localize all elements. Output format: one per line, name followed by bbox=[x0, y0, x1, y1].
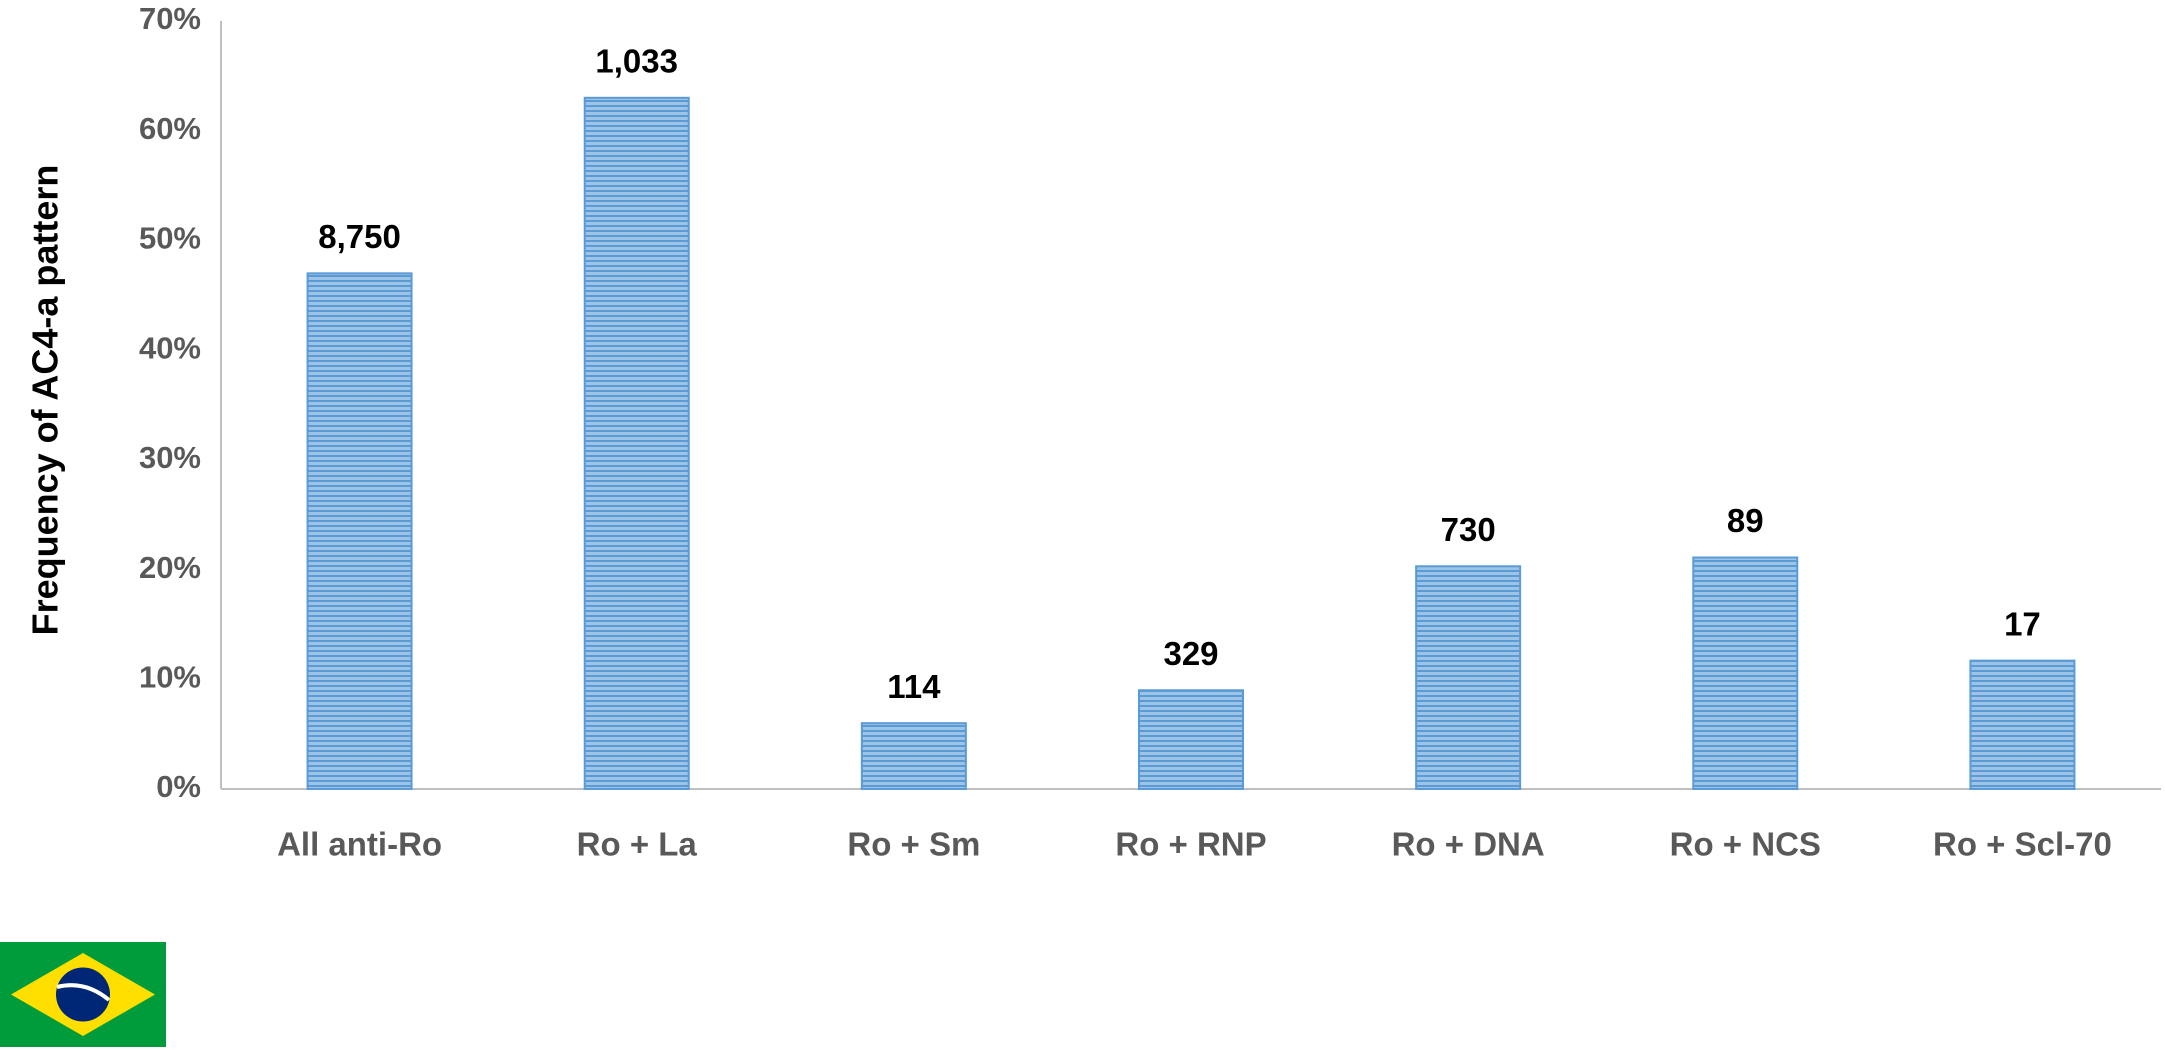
y-tick-label: 70% bbox=[139, 1, 201, 36]
y-tick-label: 40% bbox=[139, 330, 201, 365]
bar-label: 89 bbox=[1727, 502, 1764, 539]
bar bbox=[1969, 659, 2076, 790]
bar bbox=[860, 722, 967, 791]
flag bbox=[0, 942, 166, 1047]
x-tick-label: Ro + Sm bbox=[847, 826, 980, 863]
bar bbox=[1415, 565, 1522, 791]
y-tick-label: 50% bbox=[139, 221, 201, 256]
bar-label: 730 bbox=[1441, 511, 1496, 548]
x-tick-label: Ro + Scl-70 bbox=[1933, 826, 2112, 863]
y-tick-label: 60% bbox=[139, 111, 201, 146]
bar bbox=[306, 272, 413, 791]
x-tick-label: Ro + DNA bbox=[1392, 826, 1545, 863]
y-tick-label: 20% bbox=[139, 550, 201, 585]
x-tick-label: Ro + La bbox=[577, 826, 698, 863]
bar-label: 1,033 bbox=[595, 43, 678, 80]
y-tick-label: 10% bbox=[139, 659, 201, 694]
x-tick-label: All anti-Ro bbox=[277, 826, 442, 863]
bar bbox=[1138, 689, 1244, 790]
bar-label: 329 bbox=[1163, 635, 1218, 672]
y-tick-label: 0% bbox=[156, 769, 201, 804]
bar bbox=[1692, 556, 1799, 791]
x-tick-label: Ro + RNP bbox=[1115, 826, 1266, 863]
bar bbox=[583, 96, 690, 791]
bar-label: 8,750 bbox=[318, 218, 401, 255]
y-tick-label: 30% bbox=[139, 440, 201, 475]
bar-label: 17 bbox=[2004, 605, 2041, 642]
bar-label: 114 bbox=[887, 668, 941, 705]
y-axis-title: Frequency of AC4-a pattern bbox=[25, 165, 66, 636]
x-tick-label: Ro + NCS bbox=[1670, 826, 1821, 863]
